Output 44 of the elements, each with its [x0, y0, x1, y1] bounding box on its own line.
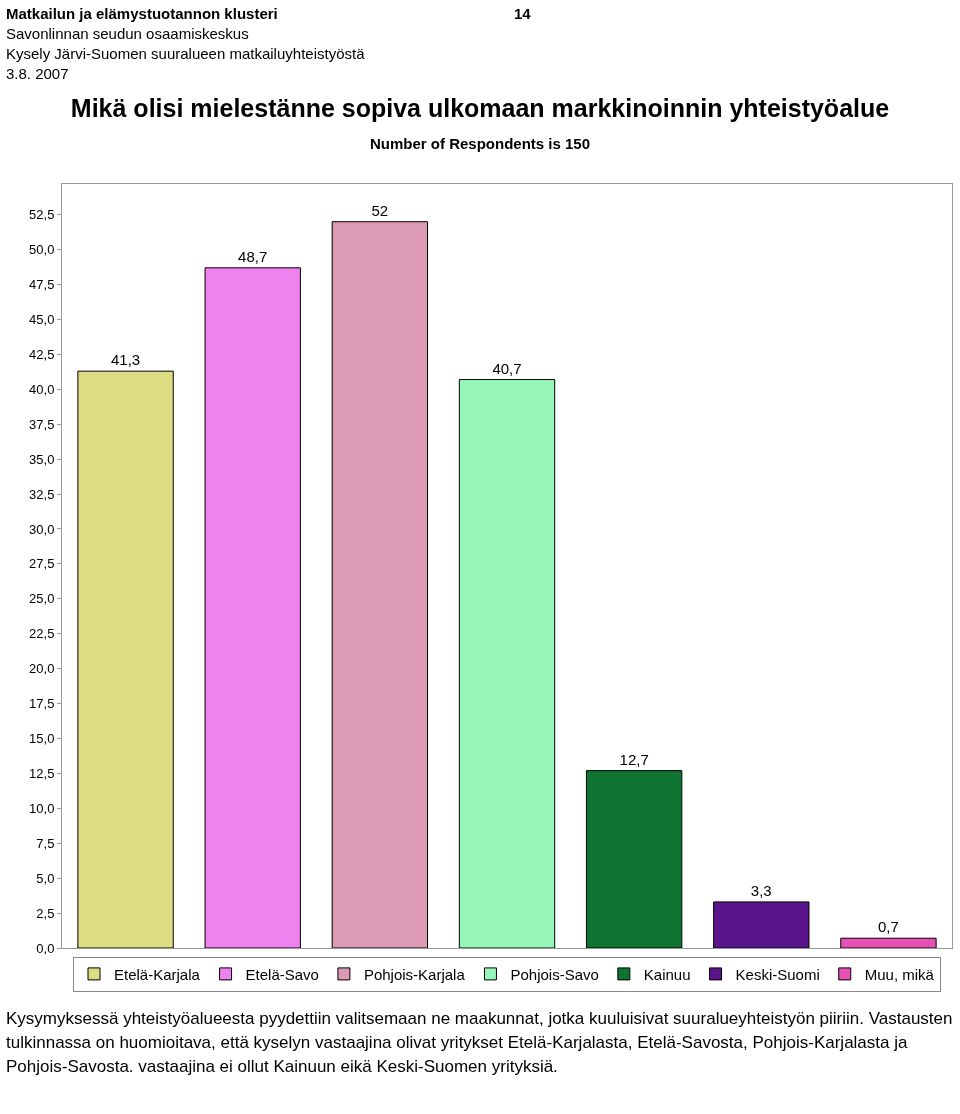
- y-tick-label: 0,0: [36, 940, 55, 956]
- data-label: 0,7: [878, 918, 899, 936]
- y-tick-label: 50,0: [29, 242, 55, 258]
- y-tick-label: 42,5: [29, 346, 55, 362]
- data-label: 3,3: [750, 881, 772, 899]
- y-tick-label: 32,5: [29, 486, 55, 502]
- y-tick-label: 5,0: [36, 870, 55, 886]
- y-tick-label: 12,5: [29, 765, 55, 781]
- text: Kysely Järvi-Suomen suuralueen matkailuyhteistyöstä: [6, 44, 366, 64]
- legend-label: Muu, mikä: [864, 965, 935, 983]
- legend-label: Etelä-Karjala: [114, 965, 201, 983]
- y-tick-label: 35,0: [29, 451, 55, 467]
- text: 3.8. 2007: [6, 64, 70, 84]
- y-tick-label: 30,0: [29, 521, 55, 537]
- y-tick-label: 37,5: [29, 416, 55, 432]
- data-label: 40,7: [492, 359, 522, 377]
- text: Savonlinnan seudun osaamiskeskus: [6, 24, 250, 44]
- legend-label: Kainuu: [643, 965, 691, 983]
- y-tick-label: 25,0: [29, 591, 55, 607]
- text: Kysymyksessä yhteistyöalueesta pyydettiin valitsemaan ne maakunnat, jotka kuuluisivat suuralueyhteistyön piiriin. Vastausten tulkinnassa on huomioitava, että kyselyn vastaajina olivat yritykset Etelä-Karjalasta, Etelä-Savosta, Pohjois-Karjalasta ja Pohjois-Savosta. vastaajina ei ollut Kainuun eikä Keski-Suomen yrityksiä.: [5, 1008, 954, 1078]
- legend-label: Keski-Suomi: [735, 965, 820, 983]
- y-tick-label: 40,0: [29, 381, 55, 397]
- y-tick-label: 2,5: [36, 905, 55, 921]
- y-tick-label: 10,0: [29, 800, 55, 816]
- data-label: 12,7: [619, 750, 649, 768]
- y-tick-label: 20,0: [29, 661, 55, 677]
- legend-label: Pohjois-Karjala: [363, 965, 466, 983]
- data-label: 41,3: [110, 351, 141, 369]
- y-tick-label: 17,5: [29, 696, 55, 712]
- chart-title: Mikä olisi mielestänne sopiva ulkomaan markkinoinnin yhteistyöalue: [70, 93, 890, 122]
- y-tick-label: 47,5: [29, 277, 55, 293]
- y-tick-label: 22,5: [29, 626, 55, 642]
- y-tick-label: 7,5: [36, 835, 55, 851]
- y-tick-label: 52,5: [29, 207, 55, 223]
- legend-label: Etelä-Savo: [245, 965, 319, 983]
- y-tick-label: 15,0: [29, 731, 55, 747]
- y-tick-label: 45,0: [29, 312, 55, 328]
- data-label: 52: [371, 201, 389, 219]
- legend-label: Pohjois-Savo: [510, 965, 599, 983]
- data-label: 48,7: [238, 247, 268, 265]
- y-tick-label: 27,5: [29, 556, 55, 572]
- text: 14: [514, 4, 531, 24]
- text: Matkailun ja elämystuotannon klusteri: [6, 5, 278, 22]
- chart-subtitle: Number of Respondents is 150: [369, 135, 591, 153]
